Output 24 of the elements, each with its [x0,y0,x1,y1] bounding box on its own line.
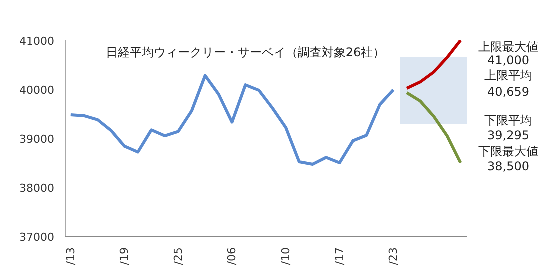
y-tick-label: 37000 [20,231,55,244]
x-tick-label: /23 [387,248,400,266]
y-tick-label: 39000 [20,133,55,146]
text: 40,659 [488,84,530,99]
y-tick-label: 40000 [20,84,55,97]
line-series [406,91,462,164]
x-tick-label: /13 [64,248,78,266]
y-tick-label: 41000 [20,35,55,48]
text: 41,000 [488,54,530,68]
text: 下限平均 [484,113,532,128]
x-tick-label: /10 [279,248,292,266]
text: 38,500 [488,160,530,174]
line-series [406,40,462,90]
x-tick-label: /19 [118,248,132,266]
text: 39,295 [488,128,530,142]
x-tick-label: /17 [333,248,346,266]
text: 上限最大値 [478,40,538,54]
text: 下限最大値 [478,144,538,159]
x-tick-label: /25 [172,248,185,266]
x-tick-label: /06 [226,248,239,266]
text: 上限平均 [484,68,532,82]
y-tick-label: 38000 [20,182,55,195]
line-series [69,74,396,166]
chart-title: 日経平均ウィークリー・サーベイ（調査対象26社） [106,46,386,60]
